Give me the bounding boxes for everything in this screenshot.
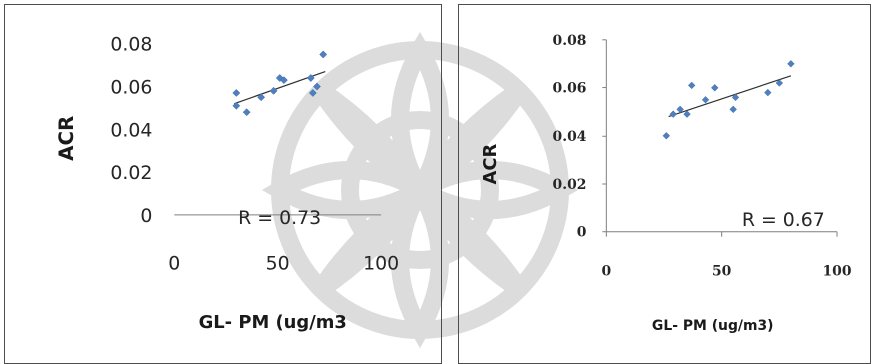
data-point <box>232 101 241 110</box>
data-point <box>729 105 737 114</box>
data-point <box>242 108 251 117</box>
scatter-chart-left: 0.08 0.06 0.04 0.02 0 0 50 100 ACR GL- P… <box>55 34 399 333</box>
x-tick-label: 100 <box>823 263 852 279</box>
data-point <box>669 110 677 118</box>
trendline <box>668 75 792 118</box>
data-point <box>787 60 795 68</box>
data-point <box>279 76 288 85</box>
data-point <box>306 74 315 82</box>
data-points <box>232 50 328 117</box>
y-tick-label: 0.02 <box>110 162 152 184</box>
data-point <box>319 50 328 59</box>
data-point <box>308 89 317 97</box>
x-tick-label: 0 <box>601 263 611 279</box>
y-axis-label: ACR <box>55 116 78 161</box>
chart-panel-left: 0.08 0.06 0.04 0.02 0 0 50 100 ACR GL- P… <box>4 4 442 364</box>
scatter-chart-right: 0.08 0.06 0.04 0.02 0 0 50 100 ACR GL- P… <box>480 33 852 334</box>
data-point <box>764 88 772 97</box>
y-tick-label: 0 <box>140 205 152 227</box>
data-points <box>662 60 795 140</box>
r-value-annotation: R = 0.73 <box>238 207 321 229</box>
y-tick-label: 0 <box>577 225 587 241</box>
data-point <box>701 96 710 104</box>
data-point <box>687 81 696 90</box>
data-point <box>232 89 241 97</box>
x-tick-label: 0 <box>168 253 180 275</box>
data-point <box>257 93 266 102</box>
data-point <box>676 105 684 114</box>
y-tick-label: 0.06 <box>553 81 587 97</box>
y-tick-label: 0.08 <box>110 34 152 56</box>
data-point <box>775 79 784 87</box>
x-axis-label: GL- PM (ug/m3 <box>199 312 347 333</box>
y-axis-label: ACR <box>480 144 501 185</box>
x-axis-ticks <box>605 231 838 237</box>
y-tick-label: 0.06 <box>110 77 152 99</box>
y-tick-label: 0.04 <box>553 129 587 145</box>
y-tick-label: 0.08 <box>553 33 587 49</box>
data-point <box>711 84 719 92</box>
data-point <box>313 82 321 91</box>
data-point <box>731 93 740 102</box>
x-axis-label: GL- PM (ug/m3) <box>652 318 774 334</box>
y-axis-ticks <box>602 39 607 233</box>
y-tick-label: 0.04 <box>110 119 152 141</box>
data-point <box>662 132 671 140</box>
chart-panel-right: 0.08 0.06 0.04 0.02 0 0 50 100 ACR GL- P… <box>458 4 871 364</box>
data-point <box>269 86 278 95</box>
y-tick-label: 0.02 <box>553 177 587 193</box>
data-point <box>683 110 691 118</box>
x-tick-label: 50 <box>712 263 732 279</box>
r-value-annotation: R = 0.67 <box>742 209 825 231</box>
data-point <box>275 74 284 82</box>
x-tick-label: 50 <box>266 253 290 275</box>
x-tick-label: 100 <box>363 253 399 275</box>
